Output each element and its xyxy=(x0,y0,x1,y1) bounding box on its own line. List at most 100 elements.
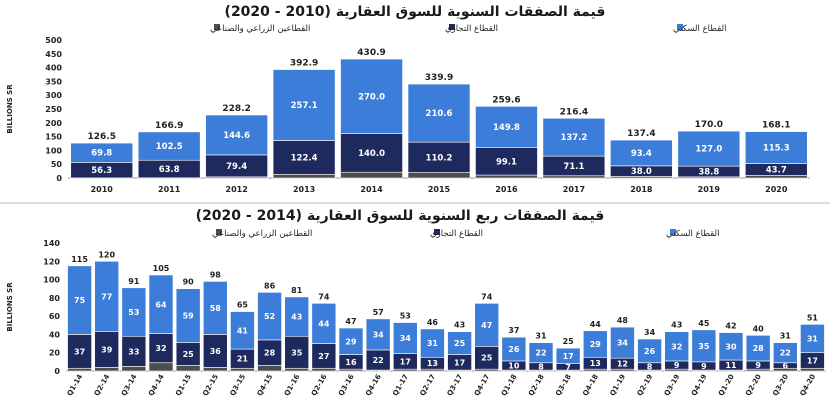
data-label: 144.6 xyxy=(223,131,250,141)
data-label: 43.7 xyxy=(766,165,787,175)
legend-label: القطاع السكني xyxy=(673,24,726,34)
total-label: 45 xyxy=(698,319,710,328)
bar-segment xyxy=(230,367,255,372)
total-label: 53 xyxy=(400,312,411,321)
x-tick-label: Q4-15 xyxy=(256,373,275,397)
bar-segment xyxy=(202,281,228,335)
bar-segment xyxy=(800,367,825,372)
y-tick-label: 0 xyxy=(56,174,62,183)
data-label: 35 xyxy=(291,348,303,357)
bar-segment xyxy=(542,175,606,179)
data-label: 35 xyxy=(698,342,710,351)
data-label: 7 xyxy=(565,363,571,372)
data-label: 77 xyxy=(101,292,112,301)
total-label: 65 xyxy=(237,301,249,310)
bar-segment xyxy=(340,58,403,134)
bar-segment xyxy=(582,330,608,358)
x-tick-label: Q1-19 xyxy=(608,373,627,397)
y-tick-label: 20 xyxy=(49,349,61,358)
total-label: 90 xyxy=(183,278,195,287)
bar-segment xyxy=(284,335,310,369)
total-label: 115 xyxy=(71,255,88,264)
total-label: 392.9 xyxy=(290,59,318,69)
data-label: 31 xyxy=(807,335,819,344)
bar-segment xyxy=(365,318,391,351)
x-tick-label: 2015 xyxy=(428,185,451,194)
bar-segment xyxy=(202,367,228,372)
data-label: 29 xyxy=(590,340,602,349)
total-label: 430.9 xyxy=(357,48,385,58)
data-label: 102.5 xyxy=(156,142,183,152)
data-label: 33 xyxy=(128,347,139,356)
bar-segment xyxy=(148,362,174,372)
total-label: 74 xyxy=(318,292,330,301)
data-label: 6 xyxy=(782,362,788,371)
total-label: 40 xyxy=(753,324,765,333)
data-label: 28 xyxy=(264,349,276,358)
data-label: 127.0 xyxy=(695,145,722,155)
x-tick-label: Q2-19 xyxy=(636,373,655,397)
x-tick-label: Q2-20 xyxy=(744,373,763,397)
data-label: 34 xyxy=(373,330,385,339)
x-tick-label: Q2-17 xyxy=(418,373,437,397)
bar-segment xyxy=(447,331,472,355)
data-label: 32 xyxy=(155,344,166,353)
total-label: 81 xyxy=(291,286,303,295)
data-label: 17 xyxy=(807,356,818,365)
bar-segment xyxy=(744,131,808,164)
y-tick-label: 250 xyxy=(45,105,62,114)
total-label: 48 xyxy=(617,316,629,325)
data-label: 99.1 xyxy=(496,157,517,167)
bar-segment xyxy=(272,174,336,179)
y-tick-label: 200 xyxy=(45,119,62,128)
data-label: 44 xyxy=(318,319,330,328)
data-label: 39 xyxy=(101,346,113,355)
data-label: 9 xyxy=(701,362,707,371)
bar-segment xyxy=(284,296,310,337)
y-tick-label: 80 xyxy=(49,294,61,303)
data-label: 11 xyxy=(725,361,737,370)
data-label: 69.8 xyxy=(91,149,112,159)
bar-segment xyxy=(94,331,120,368)
legend-swatch xyxy=(670,229,676,235)
x-tick-label: Q4-18 xyxy=(581,373,600,397)
bar-segment xyxy=(311,343,337,369)
total-label: 105 xyxy=(153,264,170,273)
bar-segment xyxy=(202,334,228,368)
data-label: 22 xyxy=(373,356,384,365)
bar-segment xyxy=(610,139,673,167)
data-label: 37 xyxy=(74,347,85,356)
total-label: 25 xyxy=(563,337,575,346)
y-tick-label: 100 xyxy=(45,146,62,155)
total-label: 91 xyxy=(128,277,140,286)
bar-segment xyxy=(67,265,92,335)
bar-segment xyxy=(407,172,471,179)
bar-segment xyxy=(745,335,771,362)
bar-segment xyxy=(70,142,134,163)
bar-segment xyxy=(257,292,282,341)
x-tick-label: 2013 xyxy=(293,185,315,194)
total-label: 34 xyxy=(644,328,656,337)
data-label: 122.4 xyxy=(291,153,318,163)
data-label: 8 xyxy=(647,362,653,371)
data-label: 16 xyxy=(345,358,357,367)
bar-segment xyxy=(148,333,174,364)
x-tick-label: Q3-16 xyxy=(337,373,356,397)
total-label: 259.6 xyxy=(492,95,520,105)
y-tick-label: 100 xyxy=(43,276,60,285)
data-label: 21 xyxy=(237,355,249,364)
bar-segment xyxy=(137,131,201,161)
data-label: 38.0 xyxy=(631,167,652,177)
bar-segment xyxy=(257,339,282,366)
x-tick-label: 2016 xyxy=(495,185,518,194)
bar-segment xyxy=(272,140,336,175)
y-tick-label: 350 xyxy=(45,77,62,86)
bar-segment xyxy=(272,69,336,141)
data-label: 34 xyxy=(400,334,412,343)
x-tick-label: Q3-15 xyxy=(228,373,247,397)
y-tick-label: 450 xyxy=(45,50,62,59)
bar-segment xyxy=(148,274,174,334)
data-label: 30 xyxy=(725,342,737,351)
